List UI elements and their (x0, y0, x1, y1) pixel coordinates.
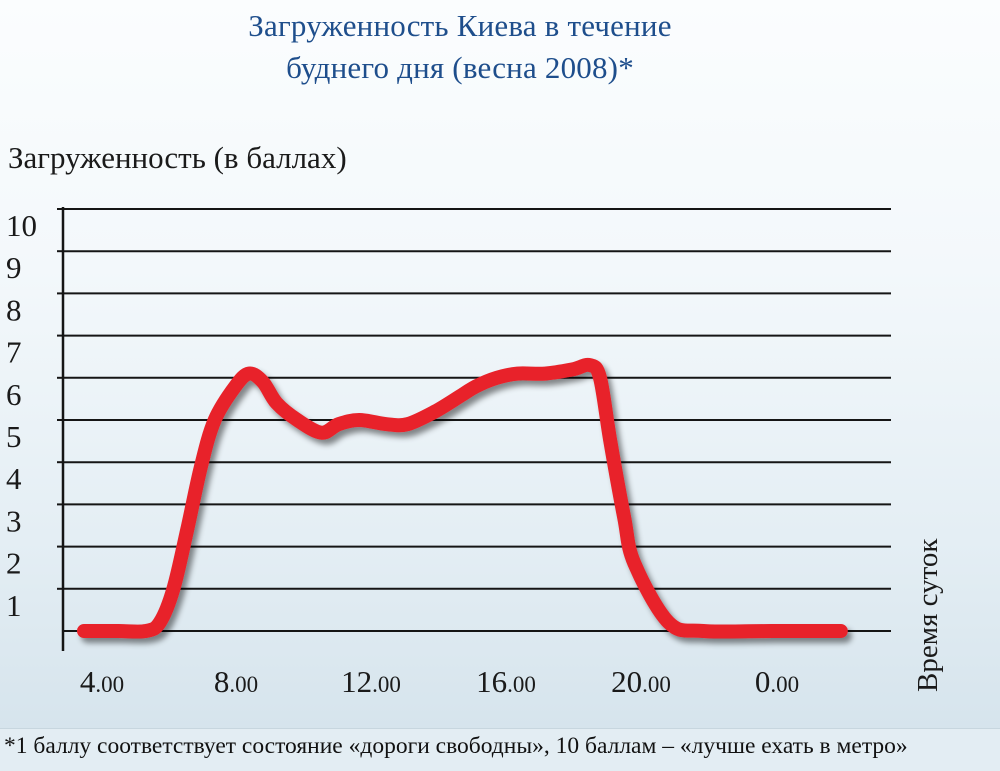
y-tick-label: 6 (6, 377, 22, 412)
x-tick-labels: 4.00 8.00 12.00 16.00 20.00 0.00 (80, 664, 799, 699)
grid (63, 208, 891, 590)
series (77, 357, 848, 639)
footnote-text: *1 баллу соответствует состояние «дороги… (4, 733, 908, 759)
y-tick-labels: 1 2 3 4 5 6 7 8 9 10 (6, 208, 37, 623)
x-tick-label: 16.00 (476, 664, 536, 699)
axes (57, 207, 891, 651)
x-axis-label: Время суток (912, 538, 944, 692)
y-tick-label: 4 (6, 461, 22, 496)
y-tick-label: 3 (6, 503, 22, 538)
y-tick-label: 1 (6, 588, 22, 623)
y-tick-label: 8 (6, 292, 22, 327)
x-tick-label: 12.00 (341, 664, 401, 699)
y-tick-label: 9 (6, 250, 22, 285)
chart-title-line-2: буднего дня (весна 2008)* (286, 50, 634, 85)
y-tick-label: 5 (6, 419, 22, 454)
x-tick-label: 4.00 (80, 664, 124, 699)
y-axis-label: Загруженность (в баллах) (8, 140, 347, 175)
y-tick-label: 2 (6, 546, 22, 581)
y-tick-label: 7 (6, 335, 22, 370)
x-tick-label: 8.00 (214, 664, 258, 699)
footnote-bar: *1 баллу соответствует состояние «дороги… (0, 728, 1000, 771)
chart-title-line-1: Загруженность Киева в течение (248, 8, 672, 43)
y-tick-label: 10 (6, 208, 37, 243)
x-tick-label: 20.00 (611, 664, 671, 699)
x-tick-label: 0.00 (755, 664, 799, 699)
series-line (77, 357, 848, 639)
